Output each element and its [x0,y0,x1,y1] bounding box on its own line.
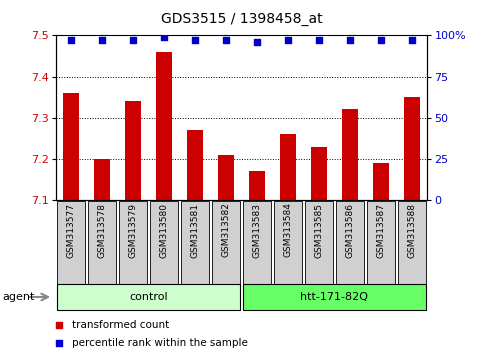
Point [408,38,416,43]
FancyBboxPatch shape [213,201,240,284]
Point [346,38,354,43]
Point [315,38,323,43]
FancyBboxPatch shape [119,201,147,284]
FancyBboxPatch shape [336,201,364,284]
Bar [404,97,420,200]
Text: GSM313587: GSM313587 [376,202,385,258]
Text: control: control [129,292,168,302]
Text: agent: agent [2,292,35,302]
Bar [94,159,110,200]
FancyBboxPatch shape [274,201,301,284]
Point [377,38,385,43]
Text: GSM313585: GSM313585 [314,202,324,258]
Point [191,38,199,43]
Text: GSM313583: GSM313583 [253,202,261,258]
Bar [63,93,79,200]
FancyBboxPatch shape [305,201,333,284]
Text: transformed count: transformed count [71,320,169,330]
Text: GSM313586: GSM313586 [345,202,355,258]
FancyBboxPatch shape [368,201,395,284]
Bar [187,130,203,200]
Bar [125,101,141,200]
Point [129,38,137,43]
Text: GSM313577: GSM313577 [67,202,75,258]
Bar [218,155,234,200]
FancyBboxPatch shape [243,284,426,310]
FancyBboxPatch shape [57,284,240,310]
Text: htt-171-82Q: htt-171-82Q [300,292,369,302]
Point [222,38,230,43]
Text: percentile rank within the sample: percentile rank within the sample [71,338,248,348]
Bar [249,171,265,200]
FancyBboxPatch shape [182,201,209,284]
Point [98,38,106,43]
Bar [342,109,358,200]
Bar [156,52,172,200]
FancyBboxPatch shape [150,201,178,284]
Bar [311,147,327,200]
Point [55,322,63,328]
Text: GSM313579: GSM313579 [128,202,138,258]
FancyBboxPatch shape [88,201,115,284]
Text: GSM313588: GSM313588 [408,202,416,258]
Point [253,39,261,45]
Text: GDS3515 / 1398458_at: GDS3515 / 1398458_at [161,12,322,27]
Text: GSM313580: GSM313580 [159,202,169,258]
Point [284,38,292,43]
Point [67,38,75,43]
Text: GSM313581: GSM313581 [190,202,199,258]
Text: GSM313578: GSM313578 [98,202,107,258]
FancyBboxPatch shape [398,201,426,284]
FancyBboxPatch shape [243,201,270,284]
Text: GSM313584: GSM313584 [284,202,293,257]
Point [55,341,63,346]
Bar [280,134,296,200]
Bar [373,163,389,200]
Point [160,34,168,40]
Text: GSM313582: GSM313582 [222,202,230,257]
FancyBboxPatch shape [57,201,85,284]
